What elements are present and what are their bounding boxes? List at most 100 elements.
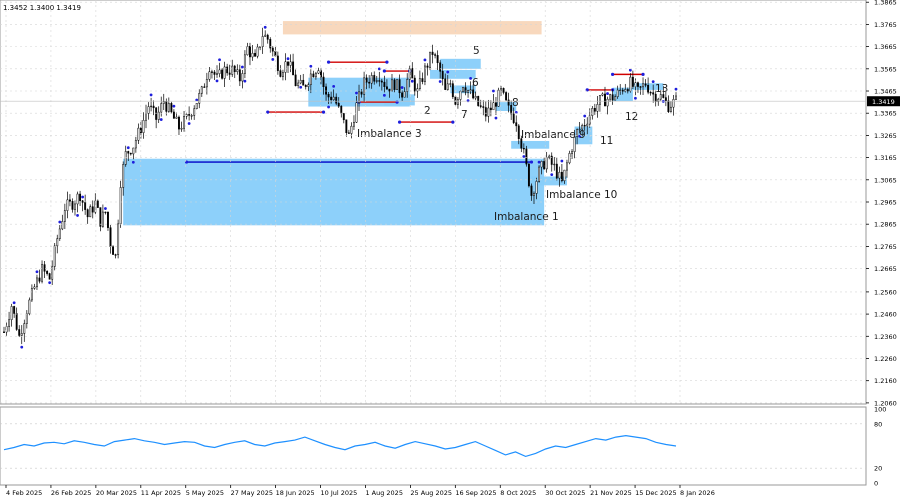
candle-body: [294, 74, 297, 87]
candle-body: [505, 92, 508, 101]
candle-body: [515, 122, 518, 127]
candle-body: [350, 125, 353, 134]
zone-label: 6: [472, 77, 479, 89]
candle-body: [193, 108, 196, 116]
candle-body: [446, 83, 449, 90]
candle-body: [205, 79, 208, 88]
rsi-tick-label: 80: [874, 420, 882, 428]
imbalance-zone: [495, 102, 517, 111]
candle-body: [649, 92, 652, 94]
swing-point: [299, 85, 303, 89]
candle-body: [36, 277, 38, 288]
swing-point: [438, 80, 442, 83]
candle-body: [581, 125, 584, 130]
candle-body: [667, 100, 670, 112]
candle-body: [122, 164, 125, 188]
candle-body: [403, 91, 406, 98]
candle-body: [502, 88, 505, 93]
candle-body: [178, 116, 180, 130]
candle-body: [416, 88, 419, 92]
swing-point: [611, 72, 615, 76]
rsi-tick-label: 0: [874, 480, 878, 488]
swing-point: [321, 110, 326, 114]
swing-point: [149, 93, 153, 97]
candle-body: [15, 313, 18, 330]
price-tick-label: 1.2965: [874, 199, 897, 207]
candle-body: [426, 65, 429, 68]
candle-body: [421, 78, 424, 82]
candle-body: [560, 171, 563, 182]
swing-point: [451, 120, 455, 124]
candle-body: [396, 79, 399, 90]
candle-body: [434, 54, 437, 56]
candle-body: [669, 106, 672, 112]
candle-body: [662, 94, 665, 98]
swing-point: [651, 80, 655, 84]
candle-body: [380, 80, 383, 83]
swing-point: [355, 91, 358, 95]
levels-layer: [184, 60, 645, 164]
date-tick-label: 8 Jan 2026: [680, 489, 715, 497]
candle-body: [279, 70, 282, 77]
candle-body: [89, 206, 92, 218]
candle-body: [431, 51, 434, 55]
candle-body: [441, 71, 444, 80]
date-tick-label: 16 Sep 2025: [455, 489, 496, 497]
candle-body: [360, 91, 363, 95]
candle-body: [373, 75, 376, 82]
swing-point: [410, 79, 414, 83]
candle-body: [614, 96, 617, 101]
candle-body: [142, 120, 145, 133]
swing-point: [606, 92, 609, 95]
zone-label: 5: [473, 45, 480, 57]
candle-body: [507, 99, 510, 106]
candle-body: [266, 34, 269, 40]
swing-point: [423, 58, 427, 62]
candle-body: [86, 209, 89, 218]
candle-body: [48, 273, 51, 280]
date-tick-label: 11 Apr 2025: [141, 489, 181, 497]
price-axis: 1.3865 1.3765 1.3665 1.3565 1.3465 1.3365 1.32…: [0, 0, 897, 407]
candle-body: [530, 185, 533, 196]
candle-body: [309, 73, 312, 85]
candle-body: [170, 103, 173, 113]
candle-body: [320, 70, 322, 78]
candle-body: [185, 114, 188, 117]
candle-body: [406, 79, 409, 92]
swing-point: [218, 58, 221, 62]
zone-label: 8: [512, 97, 519, 109]
date-tick-label: 4 Feb 2025: [6, 489, 42, 497]
candle-body: [370, 75, 373, 84]
candle-body: [81, 200, 84, 203]
swing-point: [585, 88, 589, 92]
swing-point: [58, 220, 62, 224]
price-tick-label: 1.3565: [874, 65, 897, 73]
candle-body: [43, 264, 46, 272]
candle-body: [53, 245, 56, 267]
zone-label: 11: [600, 135, 613, 147]
candle-body: [249, 46, 251, 58]
candle-body: [18, 329, 21, 336]
date-tick-label: 30 Oct 2025: [545, 489, 585, 497]
candle-body: [330, 96, 333, 101]
candle-body: [451, 83, 454, 98]
price-tick-label: 1.2665: [874, 265, 897, 273]
swing-point: [522, 155, 526, 158]
candle-body: [271, 47, 274, 52]
candle-body: [522, 147, 525, 150]
candle-body: [200, 86, 203, 94]
candle-body: [314, 72, 317, 78]
date-tick-label: 26 Feb 2025: [51, 489, 91, 497]
candle-body: [289, 61, 292, 66]
price-tick-label: 1.3765: [874, 21, 897, 29]
candle-body: [20, 333, 23, 336]
candle-body: [218, 69, 221, 74]
candle-body: [375, 80, 378, 82]
candle-body: [586, 123, 589, 127]
price-tick-label: 1.2260: [874, 355, 897, 363]
imbalance-zone: [531, 176, 567, 186]
candle-body: [134, 140, 137, 149]
candle-body: [114, 254, 117, 256]
candle-body: [299, 79, 302, 84]
